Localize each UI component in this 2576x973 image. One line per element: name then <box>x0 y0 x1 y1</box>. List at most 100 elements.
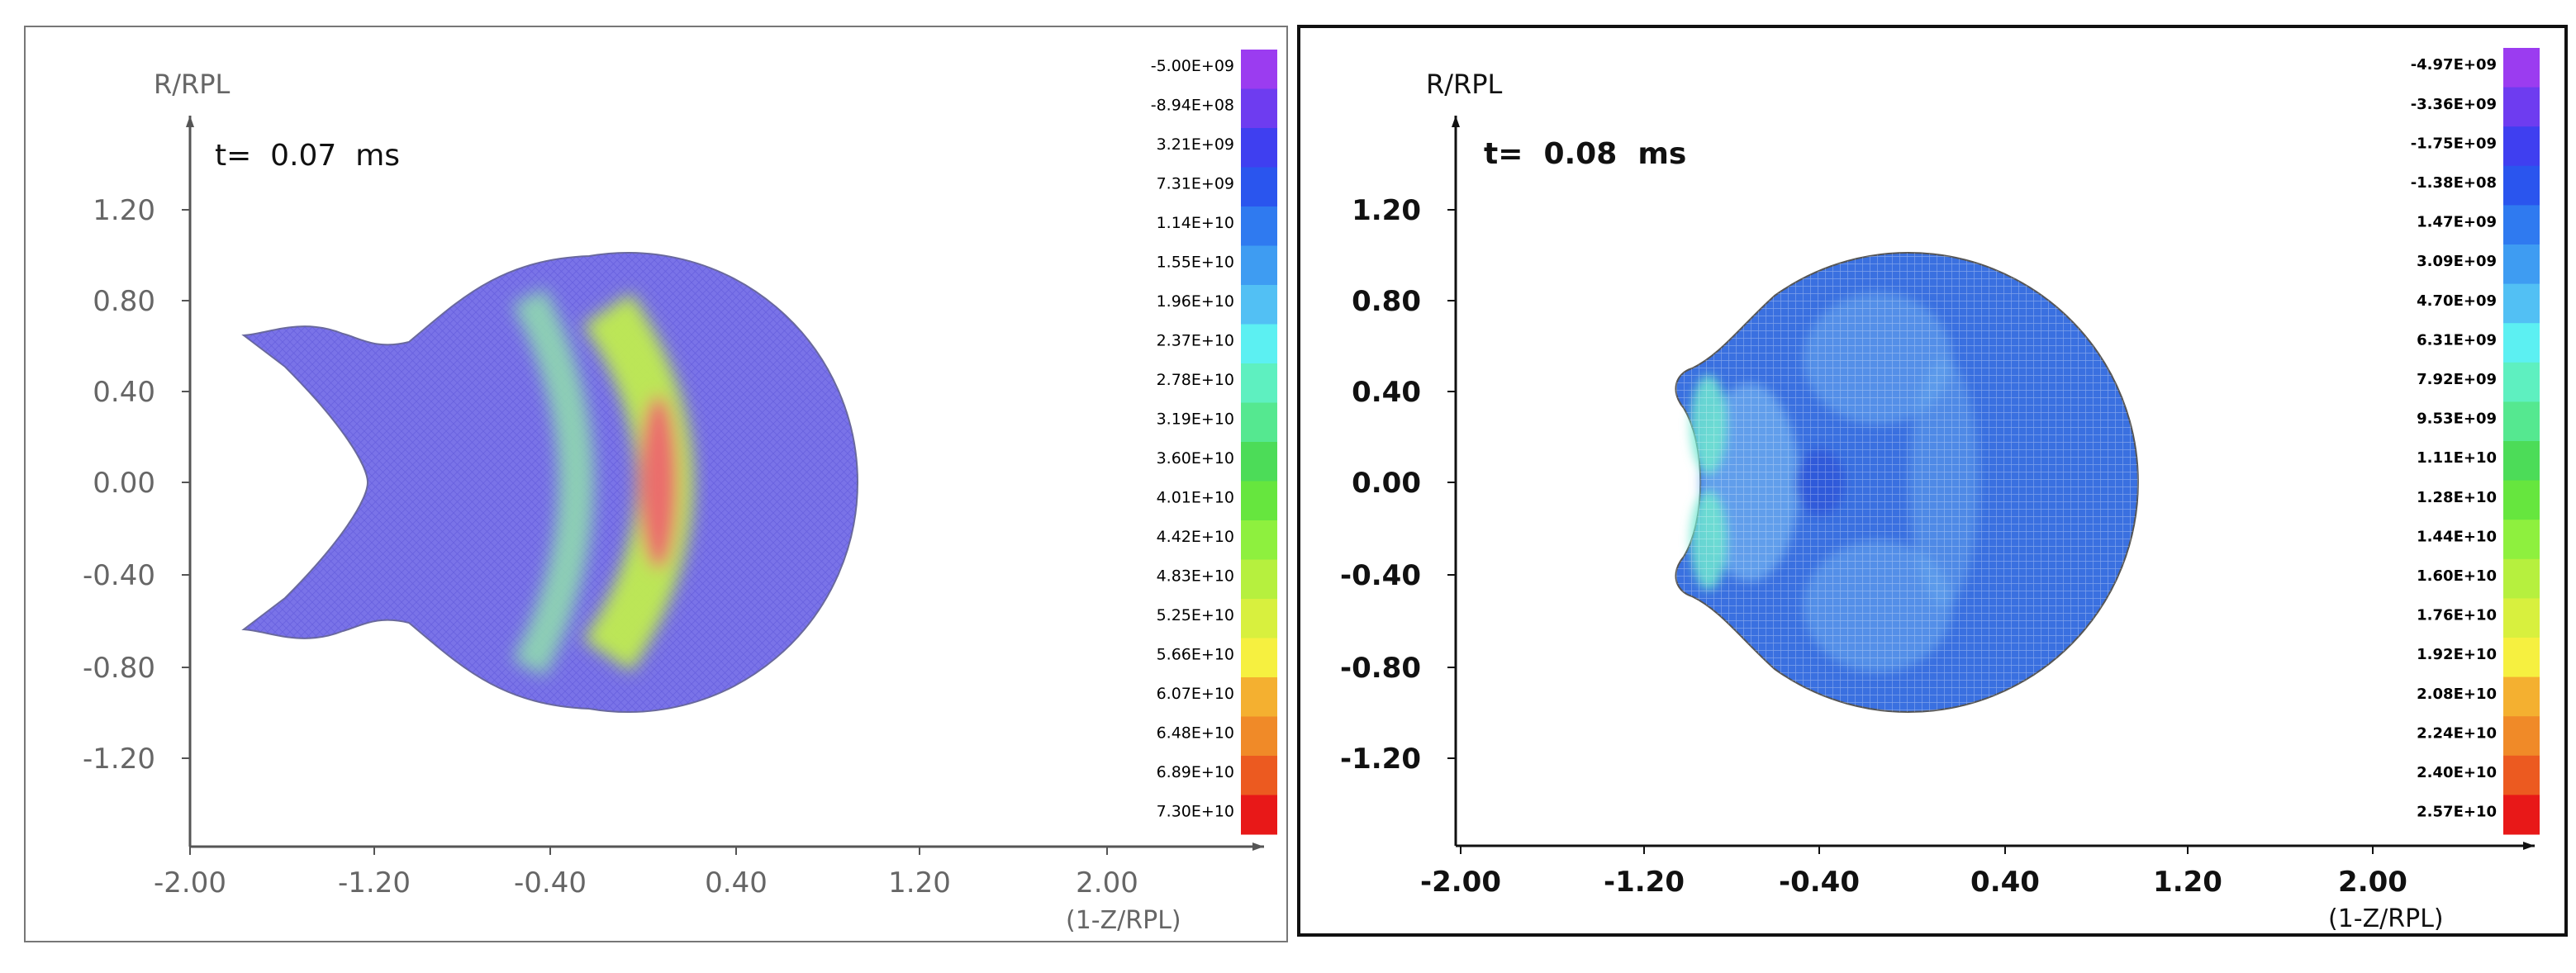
y-axis-label: R/RPL <box>1426 69 1503 100</box>
x-tick-label: 2.00 <box>2338 866 2407 899</box>
chart-panel-2: -2.00 -1.20 -0.40 0.40 1.20 2.00 1.20 0.80 0.40 0… <box>1297 25 2568 937</box>
colorbar-label: 3.21E+09 <box>1157 135 1234 154</box>
colorbar-label: 6.48E+10 <box>1157 724 1234 743</box>
colorbar-swatch <box>1241 442 1277 482</box>
colorbar-swatch <box>2503 480 2540 520</box>
x-axis-label: (1-Z/RPL) <box>2328 904 2444 933</box>
colorbar-label: 6.89E+10 <box>1157 763 1234 781</box>
colorbar-label: 1.96E+10 <box>1157 292 1234 311</box>
colorbar-swatch <box>2503 520 2540 560</box>
colorbar-swatch <box>2503 676 2540 717</box>
colorbar-swatch <box>2503 795 2540 835</box>
chart-title: t= 0.07 ms <box>215 139 400 173</box>
x-tick-label: -2.00 <box>1420 866 1501 899</box>
x-tick-label: -0.40 <box>514 866 587 899</box>
x-tick-label: 0.40 <box>1970 866 2040 899</box>
colorbar-swatch <box>1241 638 1277 678</box>
colorbar-label: 1.44E+10 <box>2417 528 2497 545</box>
colorbar-swatch <box>2503 362 2540 402</box>
colorbar-swatch <box>2503 598 2540 638</box>
colorbar-swatch <box>2503 87 2540 127</box>
y-tick-label: -0.80 <box>1340 652 1421 685</box>
colorbar-swatch <box>1241 363 1277 403</box>
colorbar-label: 2.24E+10 <box>2417 724 2497 742</box>
x-tick-label: -1.20 <box>338 866 411 899</box>
colorbar-label: -4.97E+09 <box>2411 56 2497 74</box>
colorbar-swatch <box>1241 245 1277 286</box>
colorbar-label: -3.36E+09 <box>2411 96 2497 113</box>
colorbar-swatch <box>2503 205 2540 245</box>
colorbar: -5.00E+09 -8.94E+08 3.21E+09 7.31E+09 1.14E+… <box>1151 50 1277 835</box>
colorbar-swatch <box>1241 324 1277 364</box>
colorbar-swatch <box>1241 128 1277 168</box>
axes <box>186 116 1264 851</box>
field-contours <box>512 287 694 677</box>
y-axis-arrow <box>1452 116 1460 127</box>
axes <box>1452 116 2535 850</box>
peak-zone <box>639 396 678 569</box>
colorbar-swatch <box>2503 323 2540 363</box>
colorbar-label: 4.42E+10 <box>1157 528 1234 546</box>
colorbar-label: 3.60E+10 <box>1157 449 1234 468</box>
colorbar-label: 4.83E+10 <box>1157 567 1234 586</box>
colorbar-label: -5.00E+09 <box>1151 57 1234 75</box>
y-tick-label: -0.80 <box>83 652 155 685</box>
colorbar-swatch <box>2503 126 2540 167</box>
colorbar-swatch <box>1241 285 1277 325</box>
colorbar-label: 3.19E+10 <box>1157 411 1234 429</box>
x-axis-arrow <box>1252 842 1264 851</box>
colorbar-swatch <box>1241 88 1277 129</box>
colorbar-swatch <box>1241 716 1277 757</box>
x-tick-label: -1.20 <box>1604 866 1685 899</box>
y-tick-label: 0.80 <box>1352 285 1421 318</box>
colorbar-label: 6.31E+09 <box>2417 331 2497 349</box>
colorbar-swatch <box>1241 795 1277 835</box>
colorbar-swatch <box>1241 402 1277 443</box>
colorbar-label: -1.38E+08 <box>2411 174 2497 192</box>
colorbar-label: 4.01E+10 <box>1157 489 1234 507</box>
y-tick-label: 0.00 <box>93 467 155 500</box>
field-plot <box>241 252 858 713</box>
colorbar: -4.97E+09 -3.36E+09 -1.75E+09 -1.38E+08 1.47… <box>2411 48 2540 835</box>
colorbar-label: -8.94E+08 <box>1151 97 1234 115</box>
colorbar-swatch <box>1241 599 1277 638</box>
colorbar-swatch <box>1241 756 1277 795</box>
x-tick-label: 2.00 <box>1076 866 1138 899</box>
colorbar-label: 1.55E+10 <box>1157 254 1234 272</box>
y-tick-label: 0.40 <box>1352 376 1421 409</box>
colorbar-label: 6.07E+10 <box>1157 685 1234 703</box>
colorbar-swatch <box>1241 167 1277 207</box>
colorbar-label: -1.75E+09 <box>2411 135 2497 152</box>
y-tick-label: 1.20 <box>93 194 155 227</box>
colorbar-swatch <box>1241 677 1277 717</box>
colorbar-label: 9.53E+09 <box>2417 411 2497 428</box>
colorbar-label: 2.40E+10 <box>2417 764 2497 781</box>
colorbar-label: 2.08E+10 <box>2417 686 2497 703</box>
field-plot <box>1675 252 2139 713</box>
y-tick-label: -1.20 <box>1340 743 1421 776</box>
colorbar-swatch <box>2503 755 2540 795</box>
colorbar-label: 5.25E+10 <box>1157 606 1234 624</box>
colorbar-swatch <box>1241 520 1277 560</box>
colorbar-swatch <box>2503 638 2540 678</box>
colorbar-swatch <box>2503 48 2540 88</box>
x-tick-label: -2.00 <box>154 866 226 899</box>
y-axis-arrow <box>186 116 194 127</box>
colorbar-label: 1.14E+10 <box>1157 214 1234 232</box>
x-tick-label: 1.20 <box>2153 866 2222 899</box>
y-tick-label: -0.40 <box>1340 559 1421 592</box>
y-tick-label: 1.20 <box>1352 194 1421 227</box>
y-axis-label: R/RPL <box>154 69 231 100</box>
colorbar-label: 7.31E+09 <box>1157 175 1234 193</box>
colorbar-swatch <box>2503 244 2540 285</box>
y-tick-label: -1.20 <box>83 743 155 776</box>
colorbar-label: 2.78E+10 <box>1157 371 1234 389</box>
colorbar-swatch <box>2503 441 2540 482</box>
chart-title: t= 0.08 ms <box>1484 137 1686 171</box>
colorbar-swatch <box>1241 559 1277 600</box>
colorbar-label: 2.57E+10 <box>2417 804 2497 821</box>
y-tick-label: 0.40 <box>93 376 155 409</box>
mesh-lines <box>244 253 858 713</box>
